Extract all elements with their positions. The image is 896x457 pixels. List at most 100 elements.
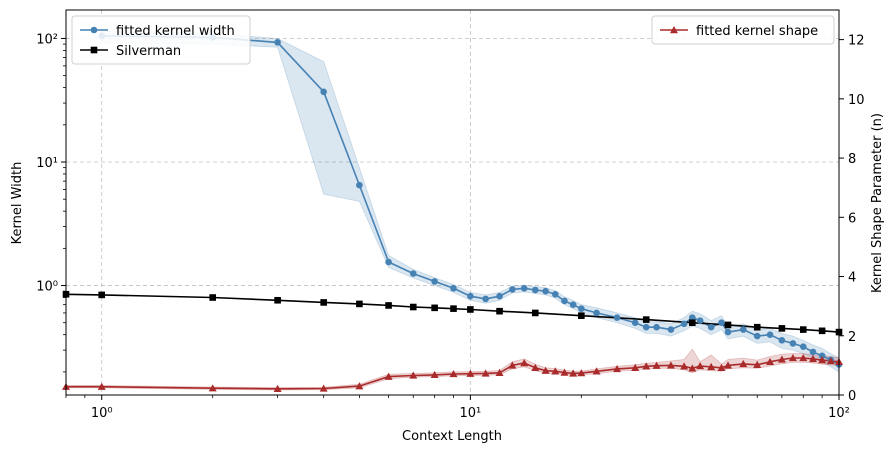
fitted-kernel-width-point — [356, 181, 363, 189]
x-axis-label: Context Length — [402, 429, 502, 444]
fitted-kernel-shape-point — [707, 362, 716, 371]
y-right-axis-label: Kernel Shape Parameter (n) — [870, 113, 885, 293]
legend-label: fitted kernel shape — [696, 24, 818, 39]
fitted-kernel-width-point — [561, 297, 568, 305]
fitted-kernel-shape-point — [642, 362, 651, 370]
silverman-point — [450, 305, 457, 312]
legend-label: Silverman — [116, 44, 181, 59]
fitted-kernel-width-point — [789, 340, 797, 347]
fitted-kernel-shape-point — [666, 361, 675, 369]
legend-swatch-marker — [670, 26, 678, 34]
legend-box — [651, 15, 835, 45]
y-right-tick-label: 6 — [848, 211, 856, 226]
fitted-kernel-shape-point — [777, 355, 786, 363]
fitted-kernel-width-point — [631, 319, 639, 327]
fitted-kernel-width-point — [766, 331, 774, 339]
silverman-point — [531, 309, 539, 317]
silverman-point — [356, 300, 363, 308]
y-left-tick-label: 10¹ — [36, 156, 58, 171]
silverman-point — [578, 312, 585, 319]
silverman-point — [320, 299, 327, 306]
fitted-kernel-width-point — [724, 328, 732, 336]
fitted-kernel-width-point — [450, 284, 457, 292]
silverman-point — [496, 307, 503, 315]
silverman-point — [724, 321, 732, 329]
fitted-kernel-width-point — [593, 309, 600, 317]
fitted-kernel-width-point — [707, 323, 715, 331]
fitted-kernel-width-point — [696, 317, 704, 324]
fitted-kernel-width-point — [667, 326, 675, 333]
silverman-point — [274, 296, 281, 304]
fitted-kernel-shape-point — [688, 364, 697, 372]
fitted-kernel-width-point — [818, 352, 826, 360]
legend-right: fitted kernel shape — [651, 15, 835, 45]
silverman-point — [689, 319, 696, 327]
fitted-kernel-shape-point — [724, 361, 733, 369]
y-right-tick-label: 10 — [848, 93, 865, 108]
plot-frame — [65, 9, 840, 396]
fitted-kernel-width-point — [274, 39, 281, 46]
x-tick-label: 10² — [828, 406, 850, 421]
fitted-kernel-shape-point — [508, 361, 517, 369]
fitted-kernel-shape-point — [788, 353, 797, 362]
fitted-kernel-width-point — [613, 314, 621, 321]
fitted-kernel-shape-point — [808, 354, 817, 363]
tick-layer: 10⁰ 10¹ 10² 10⁰ 10¹ 10² 0 2 4 6 8 10 12 — [36, 32, 864, 421]
fitted-kernel-width-point — [409, 270, 417, 277]
fitted-kernel-width-point — [753, 332, 761, 340]
y-right-tick-label: 0 — [848, 389, 856, 404]
silverman-point — [818, 327, 826, 335]
fitted-kernel-shape-point — [495, 368, 504, 376]
fitted-kernel-shape-point — [355, 382, 364, 390]
fitted-kernel-width-point — [385, 258, 392, 266]
fitted-kernel-width-point — [552, 290, 559, 298]
line-layer — [65, 35, 840, 390]
legend-left: fitted kernel width Silverman — [71, 15, 251, 65]
fitted-kernel-width-point — [482, 295, 489, 303]
y-right-tick-label: 4 — [848, 271, 856, 286]
fitted-kernel-width-point — [778, 337, 786, 344]
fitted-kernel-shape-point — [481, 369, 490, 377]
silverman-point — [431, 304, 438, 312]
legend-swatch-marker — [90, 26, 98, 34]
silverman-point — [753, 323, 761, 331]
fitted-kernel-width-point — [320, 88, 327, 96]
band-layer — [65, 30, 840, 391]
x-tick-label: 10⁰ — [91, 406, 113, 421]
fitted-kernel-shape-point — [696, 361, 705, 370]
silverman-point — [778, 325, 786, 332]
fitted-kernel-shape-point — [541, 366, 550, 374]
grid-layer — [66, 10, 840, 395]
fitted-kernel-shape-point — [384, 372, 393, 380]
fitted-kernel-width-point — [509, 286, 516, 293]
legend-label: fitted kernel width — [116, 24, 235, 39]
fitted-kernel-shape-point — [319, 384, 328, 392]
fitted-kernel-shape-point — [273, 384, 282, 392]
fitted-kernel-width-point — [689, 314, 696, 321]
fitted-kernel-shape-point — [766, 357, 775, 366]
y-left-tick-label: 10⁰ — [36, 280, 58, 295]
fitted-kernel-shape-point — [680, 362, 689, 370]
fitted-kernel-width-point — [718, 319, 725, 327]
fitted-kernel-width-point — [809, 348, 817, 356]
y-left-axis-label: Kernel Width — [10, 162, 25, 245]
fitted-kernel-shape-point — [818, 356, 827, 364]
silverman-point — [409, 303, 417, 311]
fitted-kernel-shape-point — [208, 384, 217, 392]
fitted-kernel-shape-point — [592, 367, 601, 375]
fitted-kernel-width-point — [680, 320, 688, 328]
fitted-kernel-width-point — [653, 323, 660, 331]
fitted-kernel-shape-point — [531, 363, 540, 371]
fitted-kernel-shape-point — [739, 359, 748, 368]
y-right-tick-label: 8 — [848, 152, 856, 167]
legend-box — [71, 15, 251, 65]
silverman-point — [799, 326, 807, 333]
fitted-kernel-width-point — [520, 284, 528, 292]
fitted-kernel-width-point — [431, 278, 438, 285]
fitted-kernel-width-point — [642, 323, 650, 331]
marker-layer — [62, 32, 843, 392]
fitted-kernel-shape-point — [430, 370, 439, 379]
fitted-kernel-width-point — [739, 326, 747, 333]
silverman-point — [209, 294, 216, 301]
